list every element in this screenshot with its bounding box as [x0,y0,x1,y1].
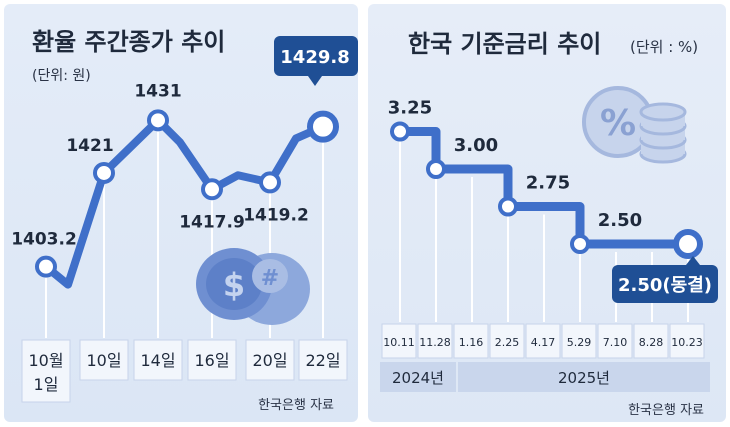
year-label-2025: 2025년 [558,369,610,387]
base-rate-panel: 한국 기준금리 추이 (단위 : %) % 3.25 3.00 2.75 2.50 2… [368,4,726,422]
x-tick: 1.16 [453,323,489,359]
base-rate-chart: 한국 기준금리 추이 (단위 : %) % 3.25 3.00 2.75 2.50 2… [380,30,718,418]
data-point [93,161,115,184]
dollar-coins-icon: $ # [196,248,310,325]
data-label: 1421 [66,136,113,156]
x-tick-label: 2.25 [495,336,520,349]
highlight-value: 2.50(동결) [618,275,712,296]
x-tick: 5.29 [561,323,597,359]
x-tick: 10.11 [381,323,417,359]
x-tick-label: 20일 [252,351,287,370]
data-label: 1417.9 [179,212,245,232]
x-tick-label: 10.23 [671,336,703,349]
x-tick-label: 5.29 [567,336,592,349]
x-tick: 4.17 [525,323,561,359]
series-line [42,116,327,289]
x-tick-label: 10.11 [383,336,415,349]
x-tick: 16일 [187,339,237,381]
data-label: 3.00 [454,135,498,156]
year-label-2024: 2024년 [392,369,444,387]
percent-coins-icon: % [582,86,687,164]
x-tick-label: 7.10 [603,336,628,349]
highlight-callout: 2.50(동결) [612,256,718,303]
source-label: 한국은행 자료 [258,397,334,413]
x-tick: 14일 [133,339,183,381]
data-point [498,196,518,217]
source-label: 한국은행 자료 [628,402,704,418]
x-tick: 11.28 [417,323,453,359]
x-tick: 10일 [79,339,129,381]
chart-title: 환율 주간종가 추이 [32,28,225,56]
x-tick: 20일 [245,339,295,381]
x-tick: 7.10 [597,323,633,359]
data-point [35,255,57,278]
svg-text:%: % [600,103,636,144]
x-tick-label: 22일 [305,351,340,370]
x-tick-label: 11.28 [419,336,451,349]
data-point [307,110,339,143]
data-label: 1419.2 [243,205,309,225]
unit-label: (단위 : %) [630,38,698,56]
x-tick: 22일 [298,339,348,381]
data-label: 1403.2 [11,230,77,250]
data-point [426,159,446,179]
data-label: 1431 [134,81,181,101]
unit-label: (단위: 원) [32,68,91,84]
highlight-callout: 1429.8 [274,36,358,86]
x-tick: 2.25 [489,323,525,359]
exchange-rate-chart: 환율 주간종가 추이 (단위: 원) $ # 1403.2 1421 1431 141… [11,28,358,413]
chart-title: 한국 기준금리 추이 [408,30,601,58]
data-point [147,109,169,132]
x-tick-label: 1일 [34,375,59,394]
data-point [201,178,223,201]
data-point [390,121,410,142]
data-label: 2.75 [526,173,570,194]
data-point [673,229,703,259]
x-tick-label: 4.17 [531,336,556,349]
x-tick: 8.28 [633,323,669,359]
year-band: 2024년 2025년 [380,362,710,392]
x-tick-label: 1.16 [459,336,484,349]
x-tick: 10.23 [669,323,705,359]
data-point [259,171,281,194]
x-tick-label: 14일 [140,351,175,370]
x-tick-label: 10월 [28,351,63,370]
exchange-rate-panel: 환율 주간종가 추이 (단위: 원) $ # 1403.2 1421 1431 141… [4,4,358,422]
data-label: 3.25 [388,98,432,119]
x-tick-label: 16일 [194,351,229,370]
data-point [570,234,590,254]
data-label: 2.50 [598,210,642,231]
x-tick-label: 8.28 [639,336,664,349]
svg-text:$: $ [223,266,245,304]
svg-text:#: # [261,266,279,291]
x-tick-label: 10일 [86,351,121,370]
highlight-value: 1429.8 [280,47,349,68]
